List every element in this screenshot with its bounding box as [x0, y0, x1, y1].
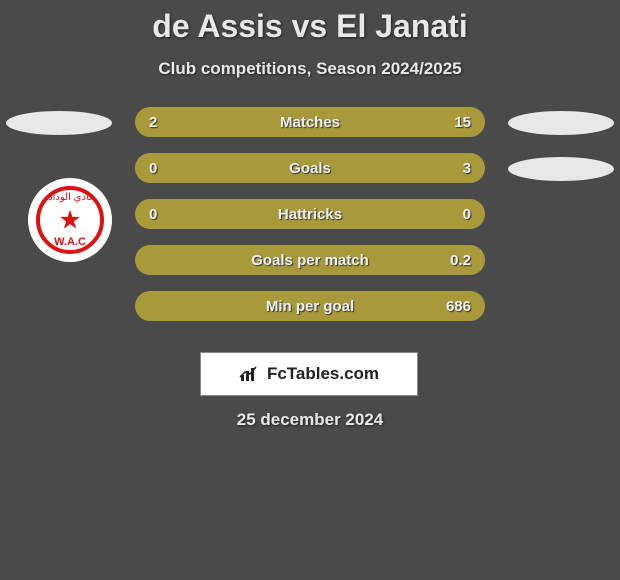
player-right-oval: [508, 111, 614, 135]
stat-pill: 0Hattricks0: [135, 199, 485, 229]
stat-pill: Min per goal686: [135, 291, 485, 321]
player-right-oval: [508, 157, 614, 181]
player-left-oval: [6, 111, 112, 135]
brand-label: FcTables.com: [267, 364, 379, 384]
stat-pill: Goals per match0.2: [135, 245, 485, 275]
stat-pill: 0Goals3: [135, 153, 485, 183]
stat-label: Matches: [135, 114, 485, 131]
club-badge-star-icon: ★: [58, 205, 81, 236]
brand-box[interactable]: FcTables.com: [200, 352, 418, 396]
stat-label: Min per goal: [135, 298, 485, 315]
club-badge-inner: نادي الوداد ★ W.A.C: [36, 186, 104, 254]
snapshot-date: 25 december 2024: [0, 410, 620, 430]
page-title: de Assis vs El Janati: [0, 0, 620, 45]
stat-row: 2Matches15: [0, 107, 620, 153]
stat-pill: 2Matches15: [135, 107, 485, 137]
stat-row: Min per goal686: [0, 291, 620, 337]
stat-label: Goals: [135, 160, 485, 177]
club-badge-acronym: W.A.C: [40, 236, 100, 248]
club-badge-left: نادي الوداد ★ W.A.C: [28, 178, 112, 262]
bar-chart-icon: [239, 365, 261, 383]
page-subtitle: Club competitions, Season 2024/2025: [0, 59, 620, 79]
club-badge-arabic: نادي الوداد: [40, 192, 100, 203]
stat-label: Goals per match: [135, 252, 485, 269]
stat-label: Hattricks: [135, 206, 485, 223]
comparison-card: de Assis vs El Janati Club competitions,…: [0, 0, 620, 580]
